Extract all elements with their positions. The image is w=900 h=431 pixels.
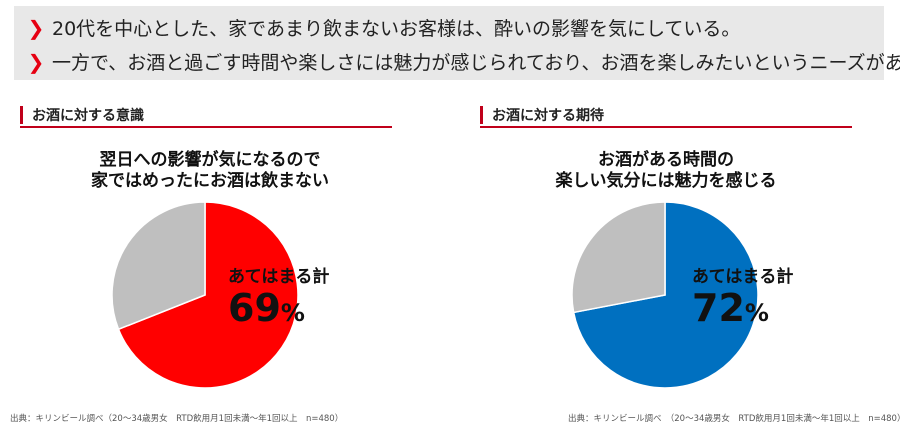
question-line: 家ではめったにお酒は飲まない <box>91 171 329 191</box>
callout-value: 69% <box>228 287 329 334</box>
section-header: お酒に対する意識 <box>20 104 392 128</box>
chart-question: 翌日への影響が気になるので 家ではめったにお酒は飲まない <box>60 150 360 192</box>
chart-question: お酒がある時間の 楽しい気分には魅力を感じる <box>516 150 816 192</box>
question-line: お酒がある時間の <box>598 150 734 170</box>
section-title: お酒に対する期待 <box>492 108 604 124</box>
question-line: 楽しい気分には魅力を感じる <box>555 171 777 191</box>
chart-callout: あてはまる計 69% <box>228 262 329 334</box>
callout-unit: % <box>744 299 769 327</box>
summary-text: 20代を中心とした、家であまり飲まないお客様は、酔いの影響を気にしている。 <box>52 18 741 40</box>
pie-chart-left <box>110 200 300 390</box>
section-header-accent <box>480 106 483 124</box>
pie-slice-applies <box>572 201 759 389</box>
pie-slice-other <box>111 201 206 331</box>
pie-chart-right <box>570 200 760 390</box>
callout-label: あてはまる計 <box>692 267 794 287</box>
pie-chart-svg <box>571 201 759 389</box>
section-header: お酒に対する期待 <box>480 104 852 128</box>
pie-slice-other <box>571 201 666 314</box>
section-header-accent <box>20 106 23 124</box>
callout-label: あてはまる計 <box>228 267 330 287</box>
left-section: お酒に対する意識 翌日への影響が気になるので 家ではめったにお酒は飲まない あて… <box>20 104 392 404</box>
source-note: 出典：キリンビール調べ （20～34歳男女 RTD飲用月1回未満～年1回以上 n… <box>568 414 900 424</box>
question-line: 翌日への影響が気になるので <box>99 150 321 170</box>
callout-number: 72 <box>692 286 745 330</box>
section-title: お酒に対する意識 <box>32 108 144 124</box>
pie-chart-svg <box>111 201 299 389</box>
pie-slice-applies <box>117 201 299 389</box>
summary-box: ❯ 20代を中心とした、家であまり飲まないお客様は、酔いの影響を気にしている。 … <box>14 6 900 80</box>
chevron-right-icon: ❯ <box>27 49 45 74</box>
source-note: 出典：キリンビール調べ（20～34歳男女 RTD飲用月1回未満～年1回以上 n=… <box>10 414 344 424</box>
chevron-right-icon: ❯ <box>27 15 45 40</box>
callout-unit: % <box>280 299 305 327</box>
right-section: お酒に対する期待 お酒がある時間の 楽しい気分には魅力を感じる あてはまる計 7… <box>480 104 852 404</box>
callout-value: 72% <box>692 287 793 334</box>
summary-item: ❯ 一方で、お酒と過ごす時間や楽しさには魅力が感じられており、お酒を楽しみたいと… <box>14 48 900 75</box>
summary-text: 一方で、お酒と過ごす時間や楽しさには魅力が感じられており、お酒を楽しみたいという… <box>52 52 900 74</box>
summary-item: ❯ 20代を中心とした、家であまり飲まないお客様は、酔いの影響を気にしている。 <box>14 14 741 41</box>
chart-callout: あてはまる計 72% <box>692 262 793 334</box>
callout-number: 69 <box>228 286 281 330</box>
